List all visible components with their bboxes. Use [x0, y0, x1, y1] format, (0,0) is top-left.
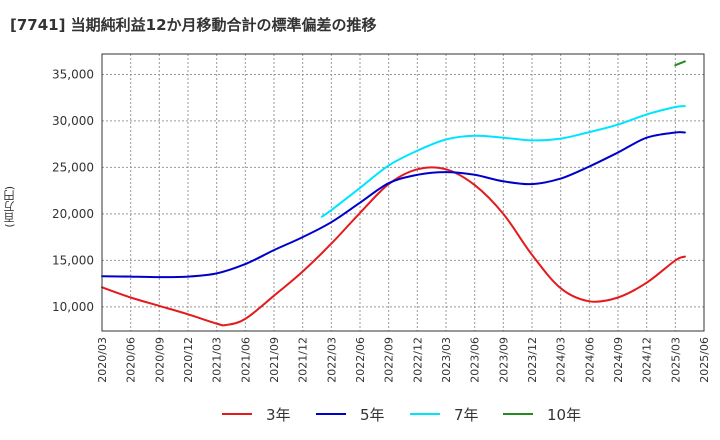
legend-label: 5年: [360, 405, 385, 424]
plot-frame: [101, 53, 705, 332]
x-tick-label: 2021/12: [297, 337, 310, 383]
legend-swatch: [316, 413, 346, 415]
x-tick-label: 2025/03: [669, 337, 682, 383]
x-tick-label: 2022/06: [354, 337, 367, 383]
x-tick-label: 2023/06: [469, 337, 482, 383]
x-tick-label: 2020/06: [125, 337, 138, 383]
x-tick-label: 2024/09: [612, 337, 625, 383]
x-tick-label: 2021/06: [239, 337, 252, 383]
legend-item: 7年: [410, 402, 479, 426]
legend-swatch: [503, 413, 533, 415]
y-tick-label: 20,000: [52, 207, 94, 221]
legend-item: 10年: [503, 402, 581, 426]
series-lines: [101, 60, 686, 327]
x-tick-label: 2020/03: [96, 337, 109, 383]
series-line-2: [101, 131, 686, 279]
x-tick-label: 2022/09: [383, 337, 396, 383]
legend: 3年 5年 7年 10年: [0, 402, 720, 426]
x-tick-labels: 2020/03 2020/06 2020/09 2020/12 2021/03 2021/…: [96, 337, 711, 383]
series-line-3: [320, 105, 686, 218]
x-tick-label: 2025/06: [698, 337, 711, 383]
legend-label: 10年: [547, 405, 582, 424]
x-tick-label: 2020/12: [182, 337, 195, 383]
legend-label: 7年: [454, 405, 479, 424]
chart-title: [7741] 当期純利益12か月移動合計の標準偏差の推移: [10, 16, 377, 34]
x-tick-label: 2022/03: [325, 337, 338, 383]
x-tick-label: 2024/03: [555, 337, 568, 383]
x-tick-label: 2023/09: [497, 337, 510, 383]
legend-item: 5年: [316, 402, 385, 426]
legend-swatch: [222, 413, 252, 415]
grid: [101, 54, 705, 331]
legend-swatch: [410, 413, 440, 415]
y-tick-label: 30,000: [52, 114, 94, 128]
x-tick-label: 2022/12: [411, 337, 424, 383]
x-tick-label: 2024/12: [641, 337, 654, 383]
y-tick-labels: 10,000 15,000 20,000 25,000 30,000 35,000: [52, 67, 94, 313]
x-tick-label: 2024/06: [583, 337, 596, 383]
legend-label: 3年: [266, 405, 291, 424]
plot-area: [102, 54, 704, 331]
y-tick-label: 25,000: [52, 160, 94, 174]
series-line-4: [674, 60, 686, 67]
x-tick-label: 2021/03: [211, 337, 224, 383]
y-tick-label: 10,000: [52, 300, 94, 314]
y-tick-label: 15,000: [52, 253, 94, 267]
x-tick-label: 2021/09: [268, 337, 281, 383]
legend-item: 3年: [222, 402, 291, 426]
x-tick-label: 2023/12: [526, 337, 539, 383]
y-tick-label: 35,000: [52, 67, 94, 81]
x-tick-label: 2023/03: [440, 337, 453, 383]
x-tick-label: 2020/09: [153, 337, 166, 383]
